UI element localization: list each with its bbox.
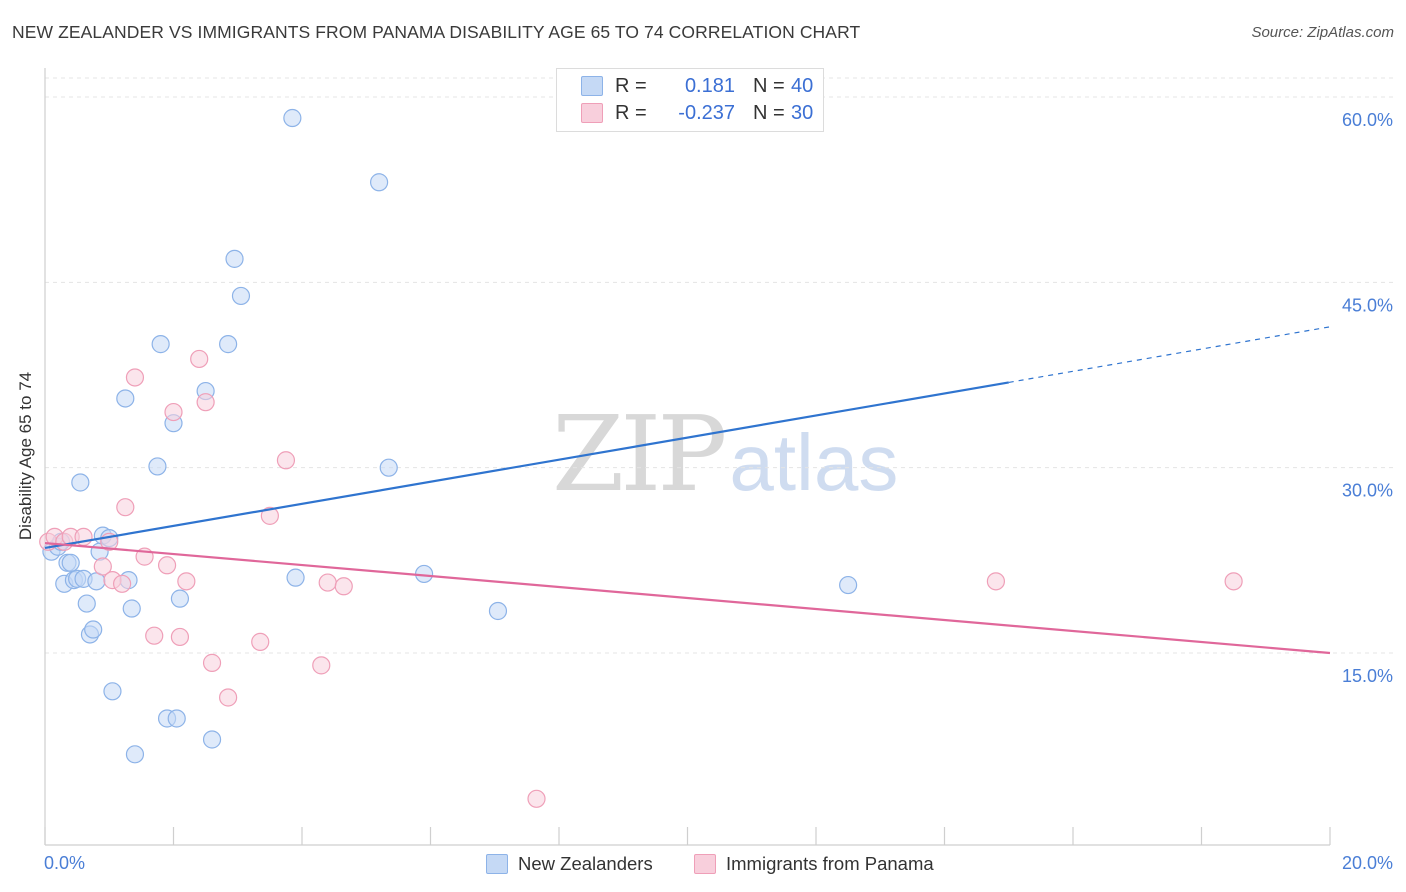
panama-point <box>170 627 190 647</box>
panama-point <box>260 506 279 525</box>
legend-r-label: R = <box>615 74 647 97</box>
new-zealander-point <box>103 682 122 701</box>
panama-point <box>157 556 177 575</box>
y-tick-label: 15.0% <box>1342 666 1393 686</box>
panama-point <box>318 573 337 592</box>
new-zealander-point <box>148 457 167 476</box>
panama-point <box>202 653 222 672</box>
new-zealander-point <box>84 620 103 639</box>
panama-point <box>276 451 296 470</box>
panama-point <box>1224 572 1243 591</box>
panama-point <box>145 626 164 645</box>
panama-point <box>112 574 132 593</box>
panama-point <box>251 632 270 651</box>
new-zealander-point <box>225 249 244 268</box>
x-tick-label: 20.0% <box>1342 853 1393 873</box>
new-zealander-point <box>61 553 80 572</box>
panama-trendline <box>44 541 1331 655</box>
panama-point <box>177 572 196 591</box>
legend-n-value: 40 <box>791 74 814 97</box>
new-zealander-point <box>167 709 186 728</box>
new-zealander-point <box>286 568 305 587</box>
panama-point <box>986 572 1006 591</box>
panama-point <box>164 402 183 422</box>
panama-point <box>219 688 238 707</box>
x-tick-label: 0.0% <box>44 853 85 873</box>
new-zealander-point <box>370 173 389 192</box>
new-zealander-point <box>231 286 251 306</box>
bottom-legend-new-zealanders: New Zealanders <box>486 851 653 877</box>
new-zealander-point <box>151 335 170 354</box>
legend-row-panama: R = -0.237 N = 30 <box>581 100 813 126</box>
panama-point <box>125 368 145 387</box>
legend-r-label: R = <box>615 101 647 124</box>
y-tick-label: 30.0% <box>1342 481 1393 501</box>
legend-n-label: N = <box>753 101 785 124</box>
legend-row-new-zealanders: R = 0.181 N = 40 <box>581 73 813 99</box>
new-zealander-point <box>202 730 222 749</box>
new-zealander-trendline <box>44 381 1009 550</box>
new-zealander-point <box>116 389 135 408</box>
new-zealander-trendline-extension <box>1008 326 1331 384</box>
correlation-legend: R = 0.181 N = 40 R = -0.237 N = 30 <box>556 68 824 132</box>
panama-point <box>334 577 353 596</box>
bottom-legend-panama: Immigrants from Panama <box>694 851 934 877</box>
panama-point <box>196 393 215 412</box>
panama-point <box>312 656 331 675</box>
new-zealander-point <box>122 599 141 618</box>
new-zealander-point <box>488 601 508 621</box>
panama-point <box>116 498 135 517</box>
chart-title: NEW ZEALANDER VS IMMIGRANTS FROM PANAMA … <box>12 22 861 42</box>
panama-point <box>527 789 546 808</box>
bottom-legend-label: New Zealanders <box>518 853 653 874</box>
y-tick-label: 45.0% <box>1342 295 1393 315</box>
legend-swatch-pink <box>581 103 603 123</box>
new-zealander-point <box>125 745 145 764</box>
new-zealander-point <box>71 473 90 492</box>
bottom-legend-swatch-blue <box>486 854 508 874</box>
legend-r-value: -0.237 <box>678 101 735 124</box>
new-zealander-point <box>219 335 238 354</box>
bottom-legend-label: Immigrants from Panama <box>726 853 934 874</box>
new-zealander-point <box>77 594 96 613</box>
panama-point <box>190 349 209 369</box>
legend-n-value: 30 <box>791 101 814 124</box>
panama-point <box>93 557 112 576</box>
y-tick-label: 60.0% <box>1342 110 1393 130</box>
legend-swatch-blue <box>581 76 603 96</box>
new-zealander-point <box>839 575 858 595</box>
source-credit: Source: ZipAtlas.com <box>1251 24 1394 41</box>
legend-n-label: N = <box>753 74 785 97</box>
legend-r-value: 0.181 <box>684 74 735 97</box>
new-zealander-point <box>283 108 302 128</box>
bottom-legend-swatch-pink <box>694 854 716 874</box>
new-zealander-point <box>379 458 398 477</box>
new-zealander-point <box>170 589 190 608</box>
